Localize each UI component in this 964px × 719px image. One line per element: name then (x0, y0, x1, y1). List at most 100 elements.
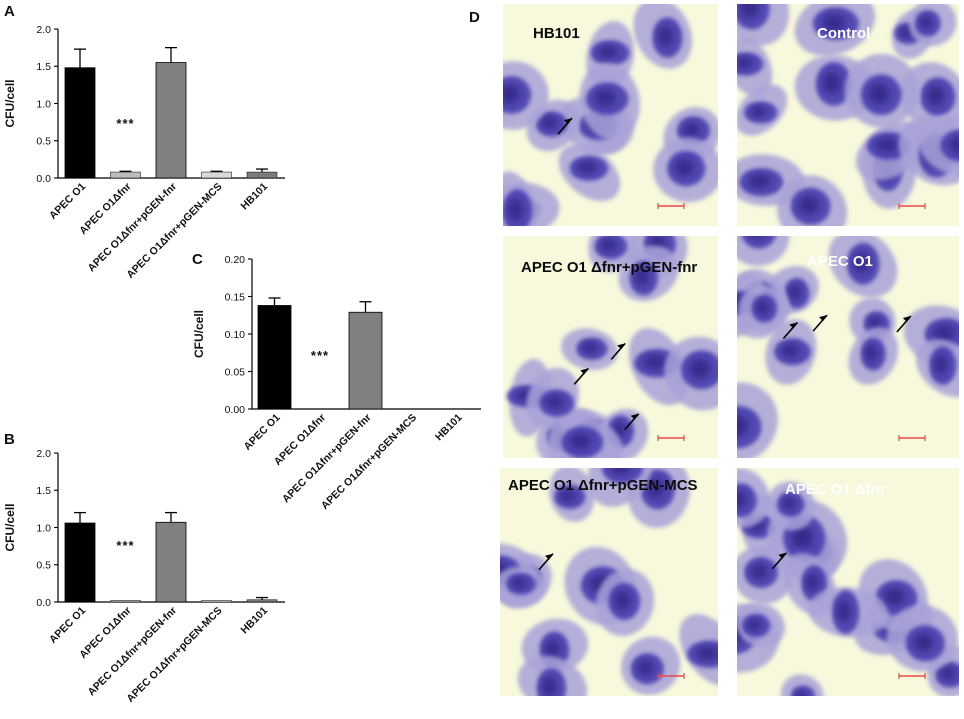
nucleus-core (781, 343, 800, 358)
y-tick-label: 0.05 (225, 366, 246, 378)
arrow-icon (902, 316, 911, 323)
arrow-icon (789, 322, 798, 329)
category-label: APEC O1 (242, 412, 283, 453)
nucleus-core (657, 26, 674, 47)
nucleus-core (737, 57, 753, 70)
nucleus-core (614, 590, 631, 610)
nucleus-core (674, 158, 694, 177)
nucleus-core (646, 478, 665, 499)
bar-5 (246, 171, 278, 179)
y-tick-label: 1.0 (36, 98, 51, 110)
micrograph-label: APEC O1 (807, 253, 873, 270)
nucleus-core (689, 358, 711, 379)
significance-marker: *** (311, 348, 329, 363)
nucleus-core (577, 160, 597, 174)
nucleus-core (875, 137, 898, 152)
category-label: APEC O1Δfnr+pGEN-MCS (124, 605, 224, 705)
nucleus-core (926, 85, 945, 106)
nucleus-core (559, 489, 576, 503)
arrow-icon (580, 368, 589, 375)
nucleus-core (948, 136, 959, 153)
nucleus-core (747, 618, 762, 631)
nucleus-core (634, 268, 650, 286)
micrograph-3: APEC O1 Δfnr+pGEN-fnr (503, 236, 718, 458)
y-axis-title: CFU/cell (3, 503, 17, 551)
nucleus-core (750, 563, 768, 580)
nucleus-core (913, 633, 934, 652)
micrograph-label: APEC O1 Δfnr (785, 481, 886, 498)
y-tick-label: 1.5 (36, 61, 51, 73)
category-label: APEC O1Δfnr+pGEN-fnr (85, 605, 179, 699)
panel-label-a: A (4, 3, 15, 20)
nucleus-core (696, 646, 718, 661)
significance-marker: *** (116, 116, 134, 131)
category-label: APEC O1Δfnr+pGEN-MCS (124, 181, 224, 281)
y-axis-title: CFU/cell (192, 310, 206, 358)
nucleus-core (883, 587, 906, 606)
y-tick-label: 1.0 (36, 522, 51, 534)
micrograph-label: APEC O1 Δfnr+pGEN-MCS (508, 477, 698, 494)
nucleus-core (545, 395, 564, 410)
bar-4 (201, 171, 232, 179)
cell-nucleus (741, 236, 776, 249)
bar-3 (155, 62, 187, 179)
panel-label-d: D (469, 9, 480, 26)
micrograph-5: APEC O1 Δfnr+pGEN-MCS (500, 468, 718, 696)
arrow-icon (630, 413, 639, 420)
significance-marker: *** (116, 538, 134, 553)
micrograph-4: APEC O1 (737, 236, 959, 458)
arrow-icon (819, 315, 828, 322)
nucleus-core (740, 4, 759, 19)
arrow-icon (544, 553, 553, 560)
nucleus-core (836, 599, 851, 623)
bar-1 (64, 522, 96, 603)
nucleus-core (581, 342, 598, 354)
nucleus-core (822, 71, 841, 95)
nucleus-core (868, 83, 890, 105)
nucleus-core (852, 252, 870, 274)
y-tick-label: 0.0 (36, 173, 51, 185)
nucleus-core (511, 577, 527, 589)
bar-2 (110, 600, 141, 603)
bar-1 (64, 67, 96, 179)
micrograph-1: HB101 (503, 4, 718, 226)
nucleus-core (750, 105, 768, 118)
category-label: HB101 (239, 181, 271, 213)
micrograph-2: Control (737, 4, 959, 226)
bar-3 (155, 521, 187, 603)
category-label: APEC O1 (47, 605, 88, 646)
nucleus-core (748, 173, 771, 189)
y-tick-label: 0.0 (36, 597, 51, 609)
nucleus-core (933, 325, 956, 342)
y-tick-label: 0.20 (225, 254, 246, 266)
arrow-icon (564, 118, 573, 125)
cell-nucleus (790, 685, 816, 696)
nucleus-core (544, 639, 560, 659)
nucleus-core (868, 316, 882, 330)
nucleus-core (791, 525, 813, 549)
y-tick-label: 1.5 (36, 485, 51, 497)
nucleus-core (636, 659, 654, 676)
nucleus-core (569, 433, 591, 450)
nucleus-core (600, 238, 618, 252)
y-tick-label: 0.5 (36, 560, 51, 572)
y-tick-label: 0.00 (225, 404, 246, 416)
micrograph-6: APEC O1 Δfnr (737, 468, 959, 696)
nucleus-core (610, 468, 631, 475)
y-tick-label: 2.0 (36, 448, 51, 460)
nucleus-core (541, 676, 557, 696)
panel-label-c: C (192, 251, 203, 268)
y-axis-title: CFU/cell (3, 79, 17, 127)
nucleus-core (749, 236, 765, 240)
nucleus-core (643, 354, 667, 370)
y-tick-label: 2.0 (36, 24, 51, 36)
nucleus-core (755, 300, 769, 315)
nucleus-core (805, 573, 819, 592)
micrograph-grid: HB101 Control APEC O1 Δfnr+pGEN-fnr APEC O1… (500, 4, 959, 696)
nucleus-core (737, 490, 748, 509)
nucleus-core (598, 45, 618, 59)
bar-2 (110, 171, 141, 179)
